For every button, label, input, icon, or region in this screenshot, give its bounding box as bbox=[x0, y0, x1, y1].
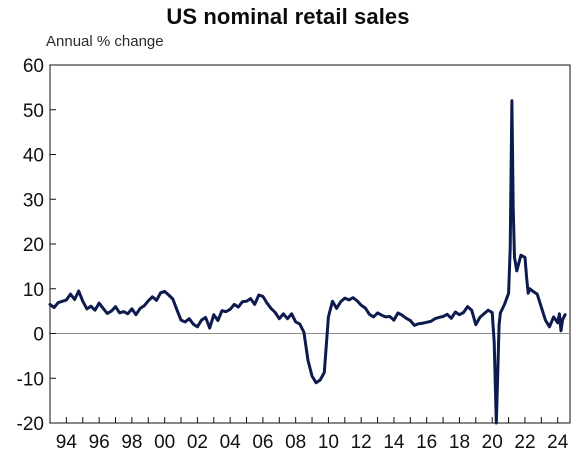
x-tick-label: 96 bbox=[89, 432, 110, 453]
y-tick-label: -10 bbox=[17, 369, 44, 390]
x-tick-label: 98 bbox=[121, 432, 142, 453]
x-tick-label: 14 bbox=[383, 432, 405, 453]
chart-title: US nominal retail sales bbox=[166, 4, 410, 29]
plot-area bbox=[48, 64, 571, 425]
y-tick-label: 50 bbox=[23, 101, 44, 122]
y-tick-labels: 60 50 40 30 20 10 0 -10 -20 bbox=[17, 56, 44, 435]
x-tick-label: 94 bbox=[56, 432, 78, 453]
y-tick-label: 60 bbox=[23, 56, 44, 77]
y-tick-label: 0 bbox=[33, 325, 44, 346]
x-tick-label: 02 bbox=[187, 432, 208, 453]
y-tick-label: 10 bbox=[23, 280, 44, 301]
x-tick-label: 24 bbox=[547, 432, 569, 453]
x-tick-label: 18 bbox=[449, 432, 470, 453]
x-tick-label: 00 bbox=[154, 432, 175, 453]
y-axis-unit-label: Annual % change bbox=[46, 33, 164, 50]
series-line-0 bbox=[48, 99, 567, 425]
x-tick-label: 04 bbox=[220, 432, 242, 453]
x-tick-label: 16 bbox=[416, 432, 437, 453]
y-tick-label: 30 bbox=[23, 190, 44, 211]
x-tick-label: 12 bbox=[351, 432, 372, 453]
y-tick-label: -20 bbox=[17, 414, 44, 435]
y-tick-label: 20 bbox=[23, 235, 44, 256]
x-tick-label: 08 bbox=[285, 432, 306, 453]
y-tick-label: 40 bbox=[23, 146, 44, 167]
x-tick-label: 06 bbox=[252, 432, 273, 453]
x-tick-label: 22 bbox=[514, 432, 535, 453]
x-tick-labels: 94 96 98 00 02 04 06 08 10 12 14 16 18 20 22 24 bbox=[56, 432, 569, 453]
x-tick-label: 10 bbox=[318, 432, 339, 453]
x-tick-label: 20 bbox=[482, 432, 503, 453]
